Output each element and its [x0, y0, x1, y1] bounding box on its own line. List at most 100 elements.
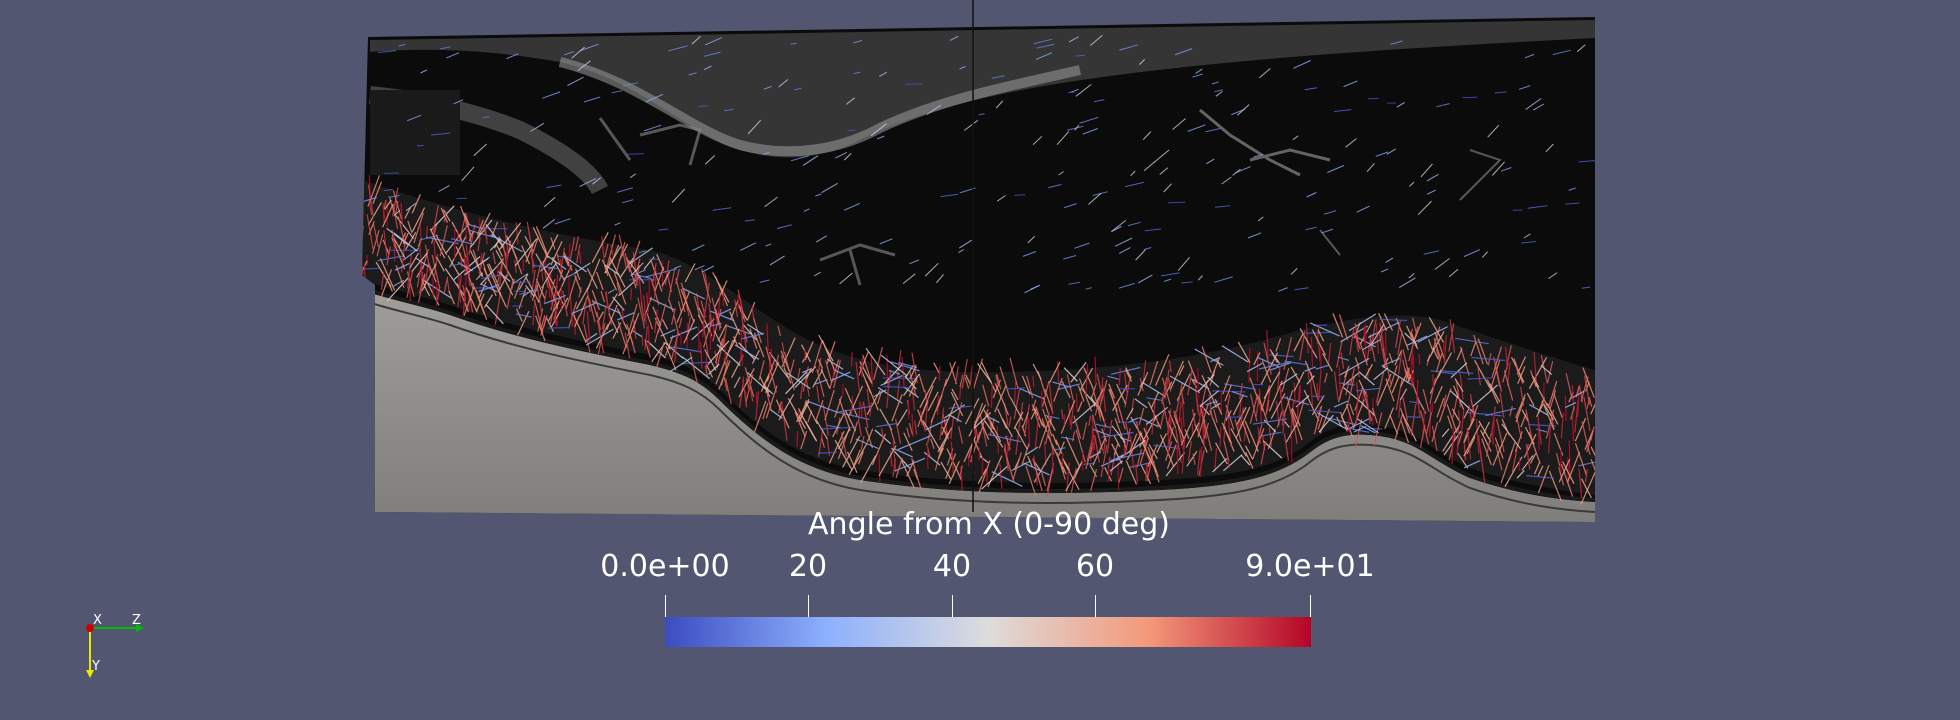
fiber-glyph [763, 85, 772, 90]
fiber-glyph [891, 393, 903, 422]
fiber-glyph [994, 384, 1007, 413]
fiber-glyph [473, 143, 487, 157]
fiber-glyph [1275, 338, 1282, 352]
fiber-glyph [1142, 382, 1165, 397]
fiber-glyph [1556, 453, 1561, 467]
fiber-glyph [755, 391, 760, 421]
fiber-glyph [703, 51, 721, 57]
fiber-glyph [691, 35, 701, 45]
fiber-glyph [1075, 84, 1092, 97]
fiber-glyph [394, 262, 410, 271]
fiber-glyph [1523, 233, 1531, 239]
fiber-glyph [706, 364, 714, 378]
fiber-glyph [1065, 463, 1082, 492]
fiber-glyph [1576, 44, 1586, 53]
fiber-glyph [630, 312, 640, 334]
fiber-glyph [1205, 400, 1218, 406]
fiber-glyph [1091, 414, 1098, 434]
fiber-glyph [1283, 396, 1310, 406]
fiber-glyph [1509, 405, 1513, 417]
fiber-glyph [1159, 167, 1169, 175]
fiber-glyph [610, 244, 620, 263]
fiber-glyph [1355, 396, 1359, 425]
fiber-glyph [1571, 415, 1575, 442]
fiber-glyph [826, 358, 844, 370]
fiber-glyph [862, 354, 873, 384]
fiber-glyph [570, 302, 596, 315]
fiber-glyph [1092, 387, 1102, 418]
fiber-glyph [1443, 334, 1447, 364]
fiber-glyph [839, 272, 853, 285]
fiber-glyph [476, 219, 484, 236]
fiber-glyph [781, 342, 785, 355]
fiber-glyph [1463, 424, 1481, 457]
fiber-glyph [682, 287, 705, 300]
fiber-glyph [1141, 441, 1157, 472]
fiber-glyph [1118, 368, 1121, 386]
fiber-glyph [939, 407, 945, 441]
fiber-glyph [805, 401, 818, 425]
fiber-glyph [1359, 371, 1375, 386]
fiber-glyph [999, 366, 1011, 398]
fiber-glyph [1260, 385, 1271, 411]
fiber-glyph [704, 155, 716, 165]
fiber-glyph [869, 402, 873, 417]
fiber-glyph [1306, 375, 1315, 385]
fiber-glyph [671, 188, 686, 203]
fiber-glyph [637, 297, 646, 329]
fiber-glyph [1517, 366, 1526, 385]
colorbar-tick [1310, 595, 1311, 617]
fiber-glyph [909, 259, 919, 265]
fiber-glyph [984, 420, 1004, 448]
fiber-glyph [778, 79, 789, 88]
fiber-glyph [563, 255, 587, 273]
fiber-glyph [1506, 344, 1512, 364]
fiber-glyph [892, 458, 896, 478]
fiber-glyph [564, 51, 574, 56]
fiber-glyph [936, 274, 944, 284]
fiber-glyph [1063, 461, 1080, 490]
fiber-glyph [1578, 468, 1583, 499]
fiber-glyph [1412, 317, 1418, 336]
fiber-glyph [940, 193, 958, 198]
fiber-glyph [693, 295, 702, 321]
fiber-glyph [748, 375, 754, 402]
fiber-glyph [601, 236, 605, 263]
fiber-glyph [1124, 428, 1131, 458]
fiber-glyph [1201, 374, 1218, 408]
fiber-glyph [440, 207, 448, 223]
fiber-glyph [668, 300, 674, 313]
fiber-glyph [575, 283, 591, 310]
fiber-glyph [1137, 371, 1149, 396]
fiber-glyph [684, 263, 696, 283]
fiber-glyph [1426, 411, 1433, 434]
fiber-glyph [1442, 370, 1474, 374]
fiber-glyph [1385, 257, 1394, 263]
fiber-glyph [1526, 475, 1555, 479]
fiber-glyph [1085, 364, 1089, 396]
fiber-glyph [1382, 348, 1392, 384]
fiber-glyph [887, 370, 892, 395]
fiber-glyph [1456, 431, 1460, 455]
fiber-glyph [981, 361, 997, 392]
fiber-glyph [654, 328, 660, 343]
fiber-glyph [1449, 319, 1456, 353]
fiber-glyph [638, 250, 647, 254]
fiber-glyph [1398, 399, 1402, 418]
fiber-glyph [654, 309, 658, 334]
fiber-glyph [1023, 404, 1030, 436]
fiber-glyph [539, 262, 551, 272]
fiber-glyph [1145, 463, 1148, 482]
fiber-glyph [372, 181, 383, 205]
fiber-glyph [651, 262, 657, 285]
fiber-glyph [1418, 353, 1421, 365]
fiber-glyph [1185, 422, 1200, 448]
fiber-glyph [840, 432, 848, 457]
fiber-glyph [1102, 384, 1107, 413]
fiber-glyph [1175, 382, 1183, 413]
fiber-glyph [384, 199, 392, 210]
fiber-glyph [465, 287, 478, 313]
fiber-glyph [1178, 365, 1185, 376]
